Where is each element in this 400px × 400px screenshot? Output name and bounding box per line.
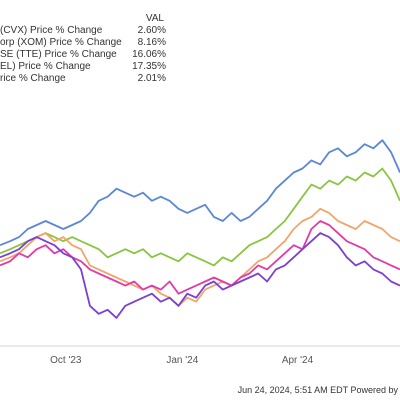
legend-value: 2.01% (138, 73, 166, 84)
series-line-1 (0, 167, 400, 267)
legend-label: orp (XOM) Price % Change (0, 37, 122, 48)
x-tick-label: Jan '24 (166, 355, 198, 366)
legend-label: SE (TTE) Price % Change (0, 49, 117, 60)
series-line-2 (0, 207, 400, 307)
legend-value: 16.06% (132, 49, 166, 60)
legend-rows: (CVX) Price % Change 2.60% orp (XOM) Price… (0, 25, 166, 84)
legend-label: EL) Price % Change (0, 61, 91, 72)
x-tick-label: Oct '23 (50, 355, 82, 366)
series-line-4 (0, 232, 400, 319)
legend-header: VAL (146, 13, 165, 24)
legend-label: rice % Change (0, 73, 66, 84)
x-tick-label: Apr '24 (282, 355, 314, 366)
legend-value: 8.16% (138, 37, 166, 48)
legend: VAL (CVX) Price % Change 2.60% orp (XOM) P… (0, 13, 166, 84)
footer-timestamp: Jun 24, 2024, 5:51 AM EDT Powered by (238, 385, 399, 395)
legend-value: 2.60% (138, 25, 166, 36)
series-line-3 (0, 220, 400, 295)
legend-label: (CVX) Price % Change (0, 25, 103, 36)
series-line-0 (0, 139, 400, 247)
x-tick-labels: Oct '23 Jan '24 Apr '24 (50, 355, 314, 366)
legend-value: 17.35% (132, 61, 166, 72)
series-lines (0, 139, 400, 319)
